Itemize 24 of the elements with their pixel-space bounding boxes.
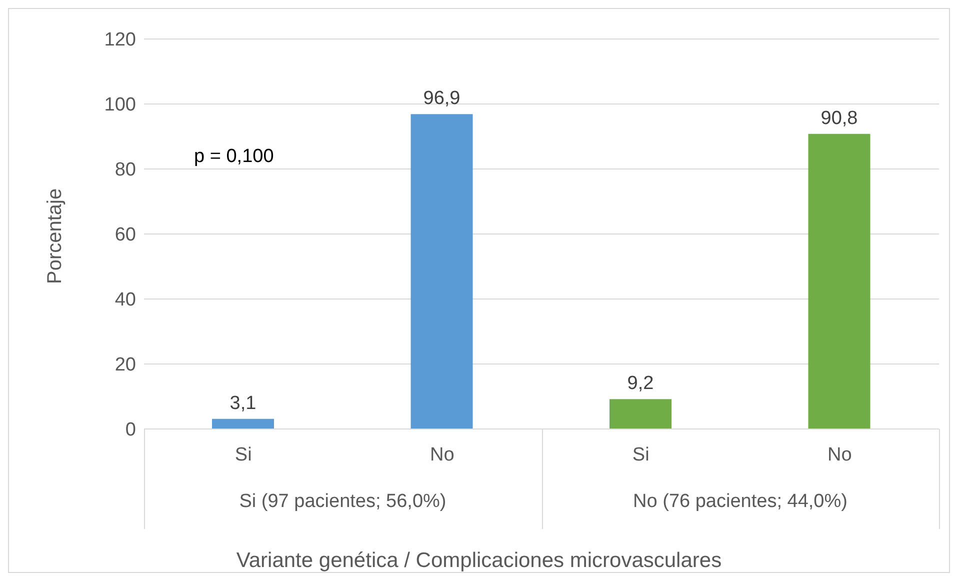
y-tick-label: 80 [114,160,136,181]
annotation: p = 0,100 [194,146,274,168]
x-tick-label: No [430,444,454,466]
x-tick-label: No [827,444,852,466]
data-label: 90,8 [820,108,858,129]
bar [410,114,473,429]
bar [808,134,870,429]
x-axis-title: Variante genética / Complicaciones microvasculares [235,549,723,573]
data-label: 9,2 [627,373,654,394]
text: Si (97 pacientes; 56,0%) [238,491,448,513]
data-label: 96,9 [423,88,460,110]
data-label: 3,1 [230,392,256,414]
y-tick-label: 0 [125,420,136,441]
y-axis-title: Porcentaje [44,188,66,284]
bar [212,418,274,429]
y-tick-label: 40 [114,290,136,311]
y-tick-label: 60 [114,224,136,246]
y-tick-label: 100 [104,94,136,116]
y-tick-label: 20 [114,354,136,376]
x-tick-label: Si [632,444,650,466]
bar [610,399,672,429]
text: No (76 pacientes; 44,0%) [632,491,848,513]
y-tick-label: 120 [104,30,136,51]
x-tick-label: Si [234,444,252,466]
